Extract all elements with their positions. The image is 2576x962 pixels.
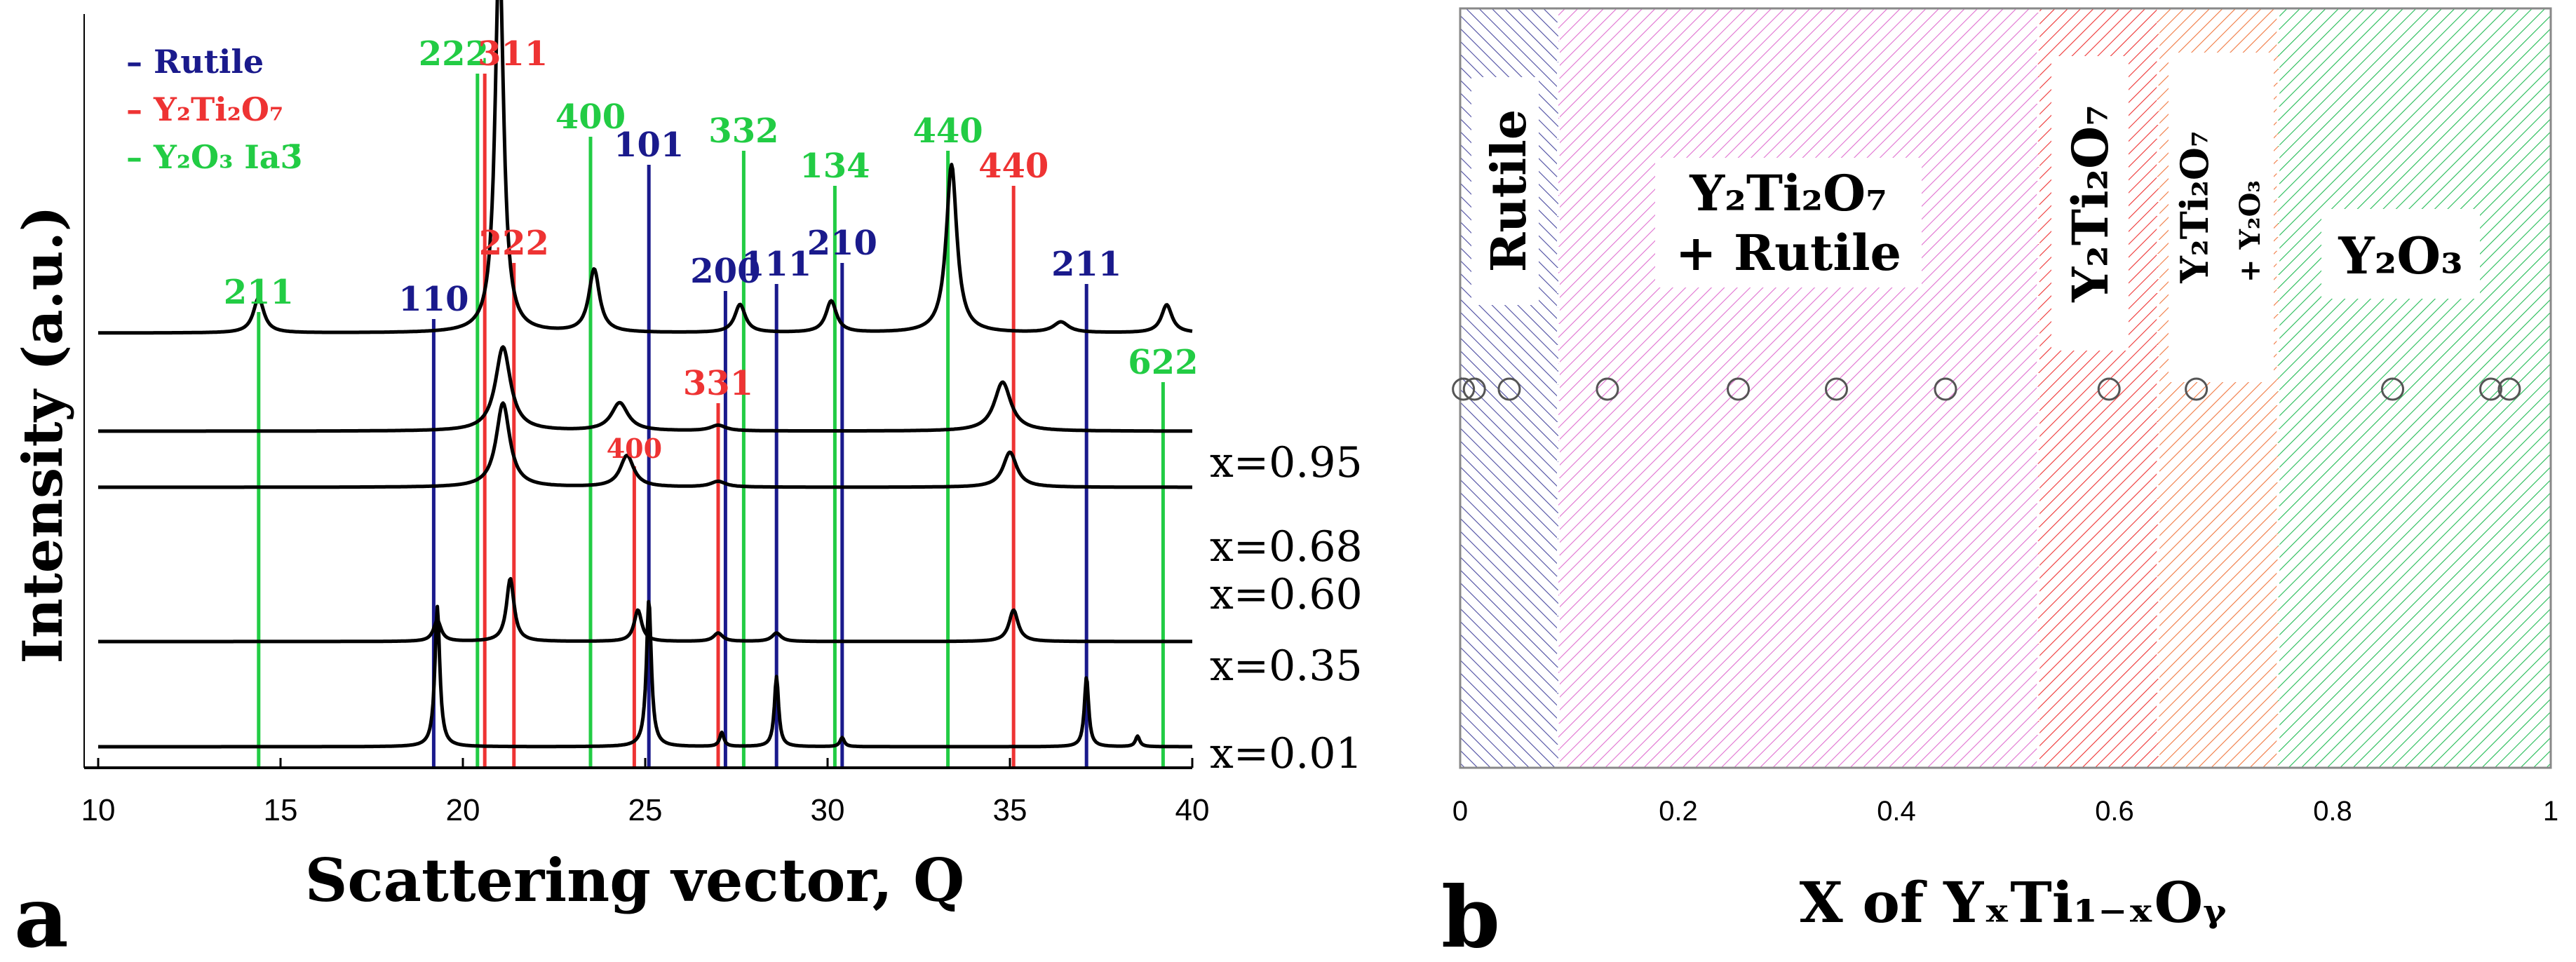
zone-label-y2ti2o7-y2o3: Y₂Ti₂O₇ + Y₂O₃: [2169, 53, 2274, 382]
curve-x035: [97, 576, 1193, 644]
x-tick-label-10: 10: [81, 793, 116, 827]
zone-1: [1558, 8, 2039, 768]
composition-point: [1596, 377, 1619, 401]
x-tick-label-0.2: 0.2: [1659, 796, 1698, 827]
composition-point: [2097, 377, 2121, 401]
zone-label-y2o3: Y₂O₃: [2321, 209, 2480, 299]
ref-label-rutile-210: 210: [807, 224, 877, 263]
composition-point: [2185, 377, 2209, 401]
curve-x095: [97, 0, 1193, 335]
svg-text:Y₂Ti₂O₇: Y₂Ti₂O₇: [2172, 130, 2217, 283]
svg-text:+ Rutile: + Rutile: [1675, 224, 1901, 282]
ref-label-y2o3-622: 622: [1128, 343, 1198, 382]
ref-label-rutile-110: 110: [398, 280, 468, 319]
composition-point: [1497, 377, 1521, 401]
x-tick-label-30: 30: [811, 793, 845, 827]
ref-label-rutile-101: 101: [614, 126, 684, 165]
curve-x060: [97, 401, 1193, 489]
diffraction-curves: [97, 0, 1193, 749]
legend-y2o3: – Y₂O₃ Ia3̄: [126, 138, 303, 176]
panel-label-b: b: [1441, 868, 1500, 962]
composition-point: [1452, 377, 1476, 401]
legend-y2ti2o7: – Y₂Ti₂O₇: [126, 90, 283, 128]
curve-label-x001: x=0.01: [1210, 729, 1363, 778]
x-tick-label-1: 1: [2543, 796, 2558, 827]
ref-label-rutile-111: 111: [741, 245, 811, 284]
panel-label-a: a: [14, 868, 69, 962]
ref-label-y2ti2o7-331: 331: [683, 364, 753, 403]
composition-point: [1462, 377, 1486, 401]
composition-point: [2381, 377, 2405, 401]
curve-x068: [97, 345, 1193, 433]
x-tick-label-0: 0: [1452, 796, 1468, 827]
composition-point: [1727, 377, 1751, 401]
legend: – Rutile – Y₂Ti₂O₇ – Y₂O₃ Ia3̄: [126, 43, 303, 176]
plot-frame: [1459, 7, 2552, 769]
composition-point: [1824, 377, 1848, 401]
curve-label-x068: x=0.68: [1210, 522, 1363, 571]
ref-label-y2o3-211: 211: [224, 273, 294, 312]
x-axis-title: Scattering vector, Q: [305, 846, 965, 915]
ref-label-rutile-200: 200: [690, 252, 760, 291]
svg-text:Y₂Ti₂O₇: Y₂Ti₂O₇: [1689, 164, 1887, 222]
composition-point: [2497, 377, 2521, 401]
x-ticks: 10 15 20 25 30 35 40: [81, 758, 1210, 827]
ref-label-y2o3-332: 332: [708, 111, 778, 151]
svg-text:Y₂O₃: Y₂O₃: [2338, 226, 2462, 285]
curve-x001: [97, 599, 1193, 749]
zone-label-y2ti2o7: Y₂Ti₂O₇: [2051, 56, 2129, 351]
composition-point: [1934, 377, 1957, 401]
ref-label-rutile-211: 211: [1051, 245, 1121, 284]
reference-lines: [257, 74, 1165, 768]
ref-label-y2o3-222: 222: [419, 34, 489, 74]
ref-label-y2o3-400: 400: [555, 97, 626, 137]
zone-label-rutile: Rutile: [1471, 77, 1539, 305]
ref-label-y2ti2o7-440: 440: [978, 147, 1048, 186]
ref-label-y2ti2o7-400: 400: [607, 433, 662, 464]
x-tick-label-20: 20: [446, 793, 480, 827]
x-ticks: 0 0.2 0.4 0.6 0.8 1: [1452, 796, 2558, 827]
svg-text:Rutile: Rutile: [1481, 109, 1537, 272]
x-tick-label-40: 40: [1175, 793, 1210, 827]
legend-rutile: – Rutile: [126, 43, 264, 81]
y-axis-title: Intensity (a.u.): [11, 206, 75, 664]
zone-4: [2278, 8, 2551, 768]
phase-zones: [1460, 8, 2551, 768]
x-axis-title: X of YₓTi₁₋ₓOᵧ: [1800, 869, 2227, 935]
x-tick-label-0.6: 0.6: [2095, 796, 2134, 827]
composition-point: [2479, 377, 2502, 401]
ref-label-y2o3-440: 440: [912, 111, 983, 151]
curve-label-x095: x=0.95: [1210, 438, 1363, 487]
panel-b-phase-diagram: Rutile Y₂Ti₂O₇ + Rutile Y₂Ti₂O₇ Y₂Ti₂O₇ …: [1441, 7, 2558, 962]
x-tick-label-0.8: 0.8: [2313, 796, 2352, 827]
svg-text:Y₂Ti₂O₇: Y₂Ti₂O₇: [2061, 104, 2119, 303]
composition-points: [1452, 377, 2521, 401]
zone-labels: Rutile Y₂Ti₂O₇ + Rutile Y₂Ti₂O₇ Y₂Ti₂O₇ …: [1471, 53, 2480, 382]
x-tick-label-0.4: 0.4: [1877, 796, 1916, 827]
curve-label-x035: x=0.35: [1210, 642, 1363, 691]
x-tick-label-35: 35: [993, 793, 1027, 827]
curve-labels: x=0.95 x=0.68 x=0.60 x=0.35 x=0.01: [1210, 438, 1363, 778]
ref-label-y2o3-134: 134: [800, 147, 870, 186]
zone-label-y2ti2o7-rutile: Y₂Ti₂O₇ + Rutile: [1655, 158, 1922, 287]
ref-label-y2ti2o7-222: 222: [479, 224, 549, 263]
x-tick-label-25: 25: [628, 793, 663, 827]
x-tick-label-15: 15: [264, 793, 298, 827]
ref-label-y2ti2o7-311: 311: [478, 34, 548, 74]
svg-text:+ Y₂O₃: + Y₂O₃: [2234, 180, 2267, 283]
curve-label-x060: x=0.60: [1210, 570, 1363, 619]
